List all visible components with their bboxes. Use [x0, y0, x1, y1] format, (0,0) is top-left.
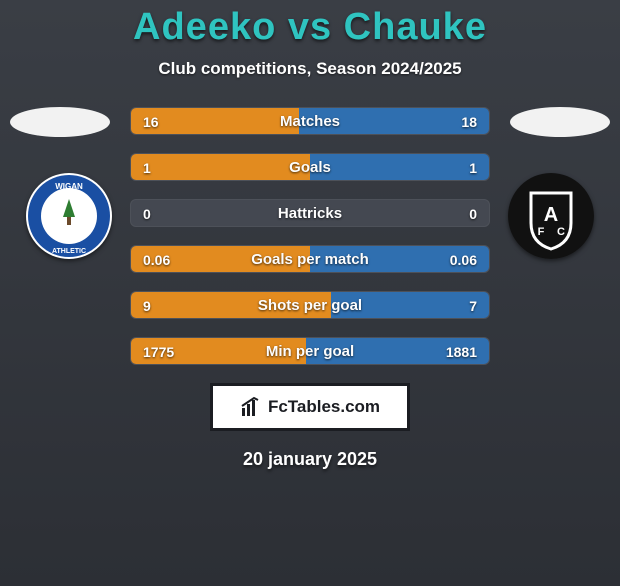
- stat-label: Shots per goal: [131, 292, 489, 319]
- stat-row: 00Hattricks: [130, 199, 490, 227]
- stat-label: Min per goal: [131, 338, 489, 365]
- svg-text:WIGAN: WIGAN: [55, 182, 83, 191]
- stat-row: 17751881Min per goal: [130, 337, 490, 365]
- comparison-date: 20 january 2025: [0, 449, 620, 470]
- player-left-avatar: [10, 107, 110, 137]
- wigan-badge-icon: WIGAN ATHLETIC: [26, 173, 112, 259]
- club-left-badge: WIGAN ATHLETIC: [26, 173, 112, 259]
- stat-label: Hattricks: [131, 200, 489, 227]
- brand-text: FcTables.com: [268, 397, 380, 417]
- stat-row: 0.060.06Goals per match: [130, 245, 490, 273]
- stats-table: 1618Matches 11Goals 00Hattricks 0.060.06Goa…: [130, 107, 490, 365]
- stat-label: Goals: [131, 154, 489, 181]
- stat-label: Goals per match: [131, 246, 489, 273]
- subtitle: Club competitions, Season 2024/2025: [0, 59, 620, 79]
- viseu-badge-icon: A F C: [508, 173, 594, 259]
- stat-row: 11Goals: [130, 153, 490, 181]
- svg-text:A: A: [544, 204, 558, 226]
- brand-box[interactable]: FcTables.com: [210, 383, 410, 431]
- stat-label: Matches: [131, 108, 489, 135]
- stat-row: 1618Matches: [130, 107, 490, 135]
- svg-text:F: F: [538, 226, 545, 238]
- stat-row: 97Shots per goal: [130, 291, 490, 319]
- club-right-badge: A F C: [508, 173, 594, 259]
- svg-text:C: C: [557, 226, 565, 238]
- player-right-avatar: [510, 107, 610, 137]
- page-title: Adeeko vs Chauke: [0, 6, 620, 49]
- comparison-arena: WIGAN ATHLETIC A F C 1618Matches 11Goals 0…: [0, 107, 620, 365]
- fctables-logo-icon: [240, 396, 262, 418]
- svg-text:ATHLETIC: ATHLETIC: [52, 248, 86, 255]
